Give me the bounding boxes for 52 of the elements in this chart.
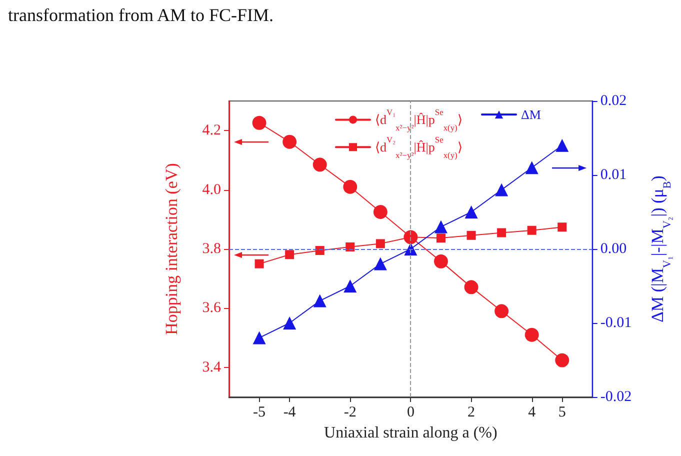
point — [436, 234, 446, 243]
point — [525, 161, 538, 174]
point — [282, 134, 297, 149]
point — [434, 254, 448, 268]
x-tick-label: -4 — [283, 404, 296, 420]
point — [313, 294, 326, 308]
point — [495, 183, 508, 196]
point — [344, 280, 357, 292]
x-tick-label: 0 — [406, 404, 414, 420]
y2-tick-label: 0.00 — [600, 241, 627, 257]
point — [556, 138, 569, 152]
y-tick-label: 3.4 — [202, 359, 222, 376]
point — [285, 250, 294, 260]
legend-label: ΔM — [521, 107, 542, 122]
point — [312, 158, 327, 172]
y-axis-title: Hopping interaction (eV) — [162, 163, 182, 335]
point — [252, 331, 266, 344]
x-tick-label: 2 — [468, 404, 476, 420]
x-tick-label: -5 — [253, 404, 266, 420]
y-tick-label: 3.6 — [202, 300, 222, 316]
point — [374, 257, 387, 270]
point — [494, 304, 509, 318]
y-tick-label: 3.8 — [202, 241, 221, 257]
point — [252, 116, 266, 130]
point — [558, 222, 567, 232]
text: transformation from AM to FC-FIM. — [8, 5, 274, 25]
y2-tick-label: -0.01 — [600, 315, 632, 331]
point — [464, 280, 478, 294]
x-axis-title: Uniaxial strain along a (%) — [324, 424, 498, 442]
point — [254, 259, 264, 268]
point — [466, 230, 476, 240]
y2-axis-title: ΔM (|MV₁|-|MV₂|) (μB) — [648, 176, 674, 322]
point — [315, 246, 324, 255]
point — [434, 220, 448, 234]
point — [343, 180, 358, 194]
y2-tick-label: -0.02 — [600, 389, 632, 405]
point — [555, 353, 570, 368]
x-tick-label: 5 — [558, 404, 566, 420]
point — [376, 239, 385, 248]
y2-tick-label: 0.02 — [600, 93, 627, 109]
x-tick-label: -2 — [344, 404, 356, 420]
y-tick-label: 4.2 — [202, 122, 221, 139]
x-tick-label: 4 — [528, 404, 536, 420]
y-tick-label: 4.0 — [202, 182, 221, 198]
point — [527, 226, 536, 235]
point — [346, 242, 355, 252]
point — [373, 205, 388, 219]
point — [464, 206, 478, 218]
point — [524, 328, 539, 342]
point — [283, 316, 296, 330]
y2-tick-label: 0.01 — [600, 167, 627, 183]
point — [497, 228, 506, 238]
